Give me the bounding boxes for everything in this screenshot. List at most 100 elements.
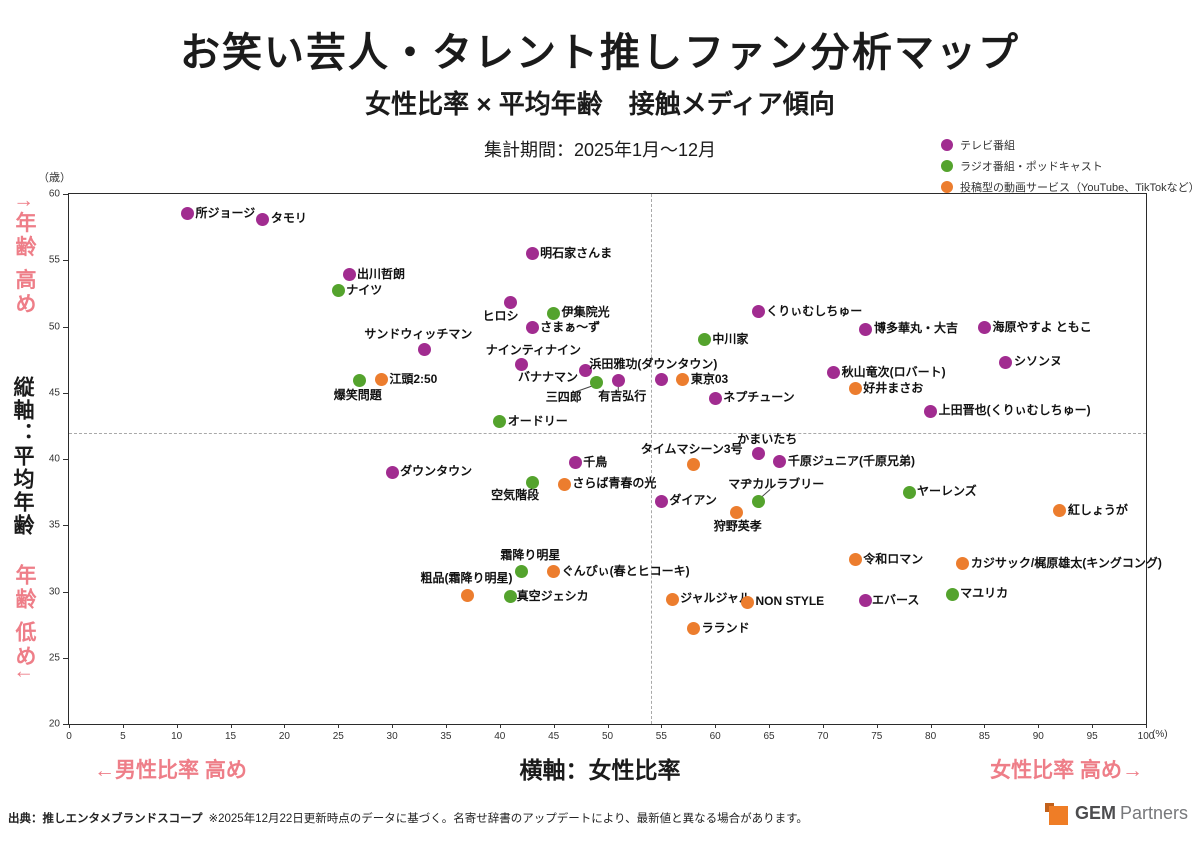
x-tick-label: 55 (655, 731, 667, 742)
legend-dot-video-icon (941, 181, 953, 193)
x-axis-title: 横軸：女性比率 (519, 757, 681, 783)
source-disclaimer: ※2025年12月22日更新時点のデータに基づく。名寄せ辞書のアップデートにより… (208, 813, 808, 825)
data-point (654, 373, 668, 386)
page-subtitle: 女性比率 × 平均年齢 接触メディア傾向 (365, 89, 835, 119)
data-point (945, 587, 959, 601)
data-point-label: ナインティナイン (485, 342, 581, 357)
y-tick (63, 591, 68, 593)
data-point-label: 紅しょうが (1067, 502, 1128, 517)
data-point-label: 有吉弘行 (598, 388, 647, 403)
source-note: 出典：推しエンタメブランドスコープ ※2025年12月22日更新時点のデータに基づ… (8, 810, 808, 826)
x-axis-annotation-low: ←男性比率 高め (94, 759, 247, 782)
data-point-label: 上田晋也(くりぃむしちゅー) (938, 403, 1091, 418)
x-tick-label: 70 (817, 731, 829, 742)
data-point-label: タモリ (270, 211, 307, 226)
legend-item-video: 投稿型の動画サービス（YouTube、TikTokなど） (941, 179, 1200, 195)
x-tick-label: 100 (1137, 731, 1155, 742)
legend-dot-radio-icon (941, 160, 953, 172)
source-name: 出典：推しエンタメブランドスコープ (8, 813, 203, 825)
legend: テレビ番組 ラジオ番組・ポッドキャスト 投稿型の動画サービス（YouTube、T… (941, 137, 1200, 200)
data-point-label: サンドウィッチマン (364, 327, 473, 342)
x-tick-label: 65 (763, 731, 775, 742)
data-point-label: マヂカルラブリー (728, 477, 825, 492)
legend-label: テレビ番組 (960, 140, 1015, 152)
x-tick-label: 0 (66, 731, 72, 742)
data-point-label: シソンヌ (1013, 354, 1062, 369)
data-point (676, 373, 690, 386)
data-point (557, 477, 571, 491)
data-point (385, 465, 399, 479)
data-point (827, 366, 841, 380)
data-point (525, 476, 539, 490)
x-tick (1146, 724, 1147, 728)
y-tick (63, 194, 68, 195)
x-tick (769, 724, 771, 728)
data-point-label: 明石家さんま (540, 245, 613, 260)
data-point-label: 爆笑問題 (333, 387, 382, 402)
scatter-plot-area: 0 5 10 15 20 25 30 35 40 45 50 55 60 65 70 75 80 85 90 95 10… (49, 189, 1162, 743)
data-point-label: 海原やすよ ともこ (992, 319, 1092, 334)
data-point (342, 268, 356, 282)
data-point (611, 374, 625, 388)
y-tick-label: 55 (48, 254, 60, 266)
data-point (514, 358, 528, 372)
y-tick (63, 724, 68, 725)
data-point-label: 千原ジュニア(千原兄弟) (787, 453, 915, 468)
data-point (956, 557, 970, 571)
data-point (751, 494, 765, 508)
x-tick-label: 80 (925, 731, 937, 742)
x-tick (1092, 724, 1094, 728)
data-point (741, 595, 754, 609)
data-point-label: 江頭2:50 (389, 371, 438, 386)
x-tick-label: 10 (171, 731, 183, 742)
logo-text-gem: GEM (1074, 803, 1116, 823)
y-axis-title: 縦軸：平均年齢 (11, 376, 34, 537)
data-point-label: 真空ジェシカ (516, 588, 589, 603)
data-point (751, 447, 765, 461)
data-point-label: カジサック/梶原雄太(キングコング) (970, 555, 1162, 570)
y-tick (63, 657, 68, 659)
data-point-label: さまぁ～ず (540, 319, 601, 334)
gem-partners-logo: GEM Partners (1044, 802, 1188, 825)
data-point-label: ぐんぴぃ(春とヒコーキ) (561, 563, 690, 578)
data-point (514, 565, 528, 579)
data-point-label: ナイツ (346, 282, 383, 297)
x-tick (69, 724, 70, 728)
data-point (525, 321, 539, 335)
data-point (999, 355, 1013, 369)
data-point (859, 594, 873, 608)
data-point-label: 東京03 (690, 371, 729, 386)
x-tick (822, 724, 824, 728)
data-point-label: 秋山竜次(ロバート) (841, 364, 946, 379)
data-point-label: バナナマン (517, 370, 578, 385)
data-point (654, 494, 668, 508)
x-tick (984, 724, 986, 728)
x-tick (284, 724, 286, 728)
data-point (848, 553, 862, 567)
data-point-label: くりぃむしちゅー (766, 303, 863, 318)
data-point-label: 空気階段 (491, 487, 540, 502)
data-point (773, 455, 787, 469)
x-tick (230, 724, 232, 728)
legend-label: 投稿型の動画サービス（YouTube、TikTokなど） (960, 182, 1200, 194)
y-tick (63, 525, 68, 527)
x-tick-label: 60 (709, 731, 721, 742)
x-axis-annotation-high: 女性比率 高め→ (990, 759, 1143, 782)
data-point (848, 382, 862, 396)
data-point (1053, 504, 1067, 518)
aggregation-period: 集計期間：2025年1月～12月 (483, 140, 717, 160)
data-point (924, 404, 938, 418)
data-point-label: NON STYLE (755, 594, 825, 609)
x-tick (930, 724, 932, 728)
leader-lines (574, 385, 771, 497)
y-tick (63, 260, 68, 262)
y-tick-label: 20 (48, 718, 60, 730)
data-point-label: さらば青春の光 (572, 476, 657, 491)
data-point (504, 590, 518, 604)
data-point (687, 457, 701, 471)
data-point-label: ダイアン (669, 493, 717, 508)
y-axis-unit: （歳） (38, 172, 71, 184)
data-point-label: ネプチューン (723, 390, 795, 405)
x-tick (715, 724, 717, 728)
